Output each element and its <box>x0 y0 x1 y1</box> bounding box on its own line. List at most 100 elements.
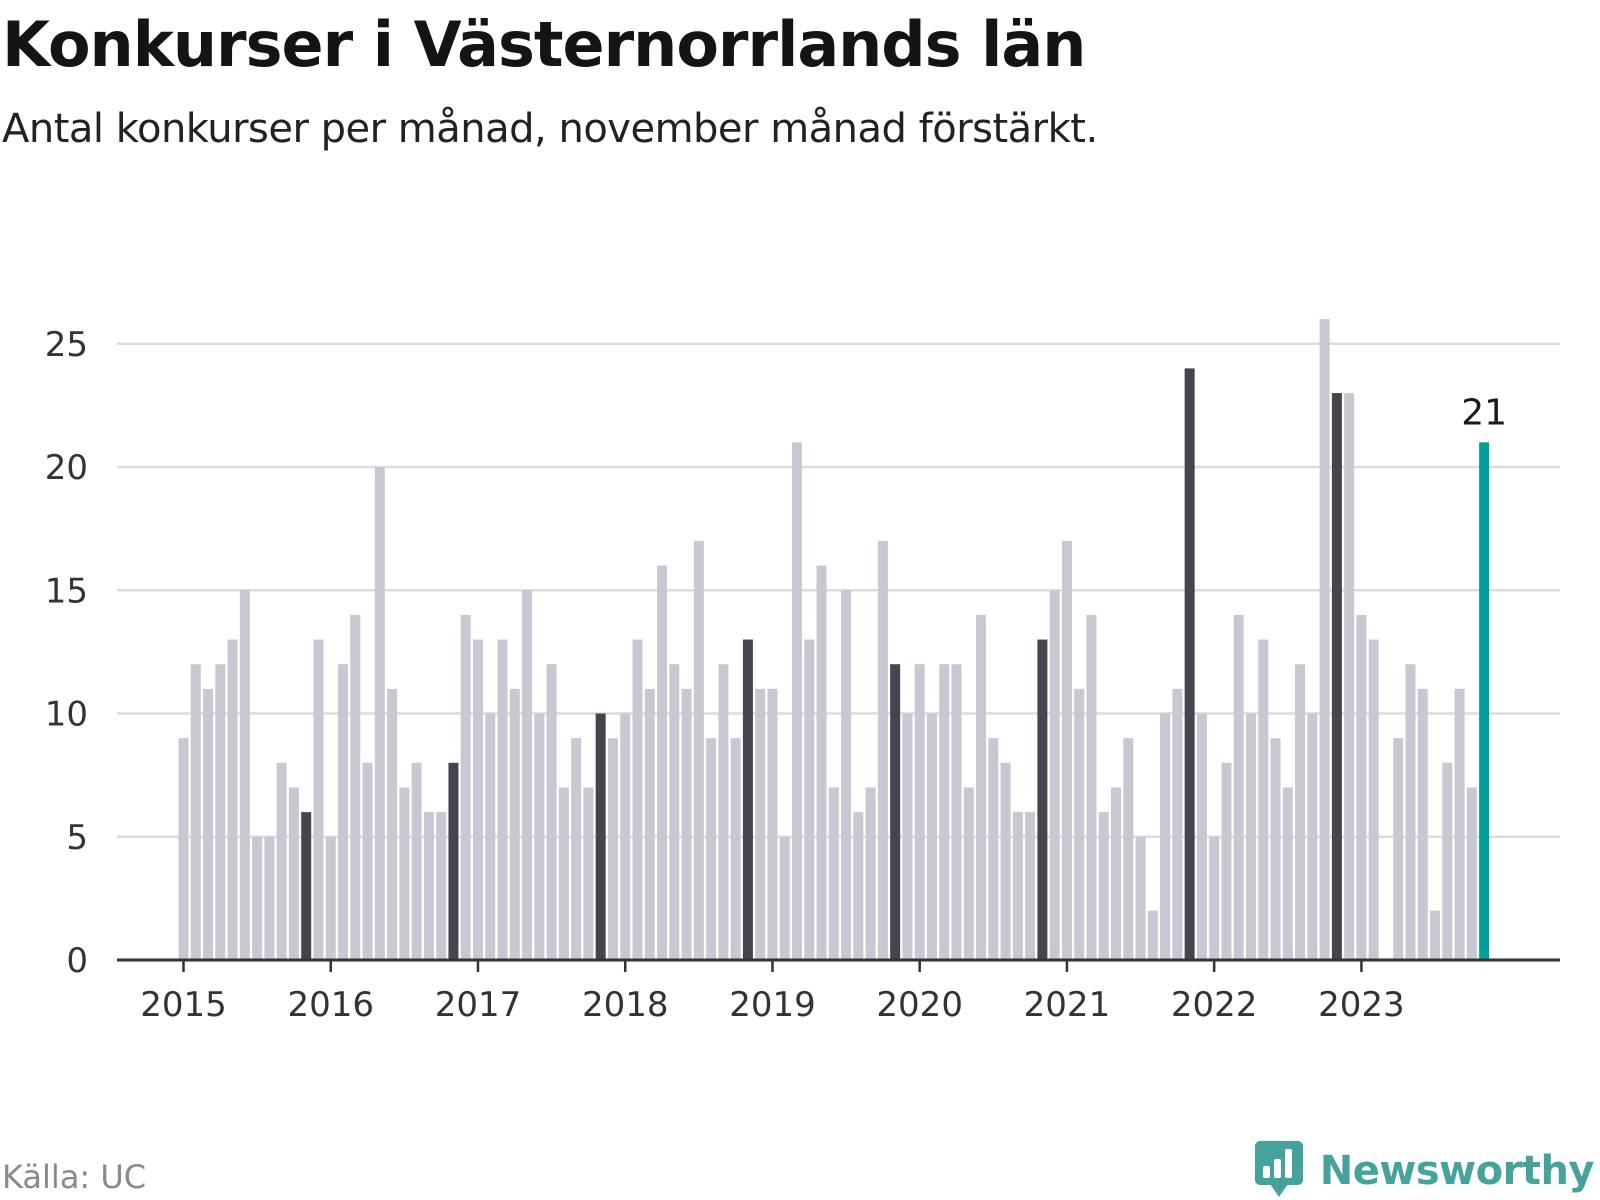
bar <box>1221 762 1232 960</box>
bar <box>865 787 876 960</box>
bar <box>1074 688 1085 960</box>
bar <box>1282 787 1293 960</box>
y-tick-label: 0 <box>66 941 88 981</box>
x-tick-label: 2017 <box>435 985 522 1025</box>
bar-november <box>595 713 606 960</box>
bar <box>926 713 937 960</box>
bar <box>1393 738 1404 960</box>
bar <box>1295 664 1306 960</box>
bar-november <box>301 812 312 960</box>
bar <box>1417 688 1428 960</box>
bar <box>472 639 483 960</box>
bar-november <box>448 762 459 960</box>
bar <box>1086 614 1097 960</box>
bar-november <box>1331 393 1342 960</box>
bar <box>1196 713 1207 960</box>
bar <box>485 713 496 960</box>
bar <box>374 467 385 960</box>
bar <box>767 688 778 960</box>
x-tick-label: 2018 <box>582 985 669 1025</box>
bar <box>902 713 913 960</box>
bar <box>509 688 520 960</box>
bar <box>853 812 864 960</box>
bar <box>914 664 925 960</box>
bar <box>1135 836 1146 960</box>
bar <box>583 787 594 960</box>
x-tick-label: 2022 <box>1171 985 1258 1025</box>
bar <box>239 590 250 960</box>
bar <box>1466 787 1477 960</box>
bar <box>1356 614 1367 960</box>
bar <box>1012 812 1023 960</box>
bar <box>877 540 888 960</box>
bar-november <box>1037 639 1048 960</box>
bar <box>1258 639 1269 960</box>
bar <box>497 639 508 960</box>
chart-title: Konkurser i Västernorrlands län <box>2 8 1086 81</box>
bar <box>546 664 557 960</box>
x-tick-label: 2016 <box>287 985 374 1025</box>
bar <box>828 787 839 960</box>
x-tick-label: 2021 <box>1024 985 1111 1025</box>
bar <box>227 639 238 960</box>
x-tick-label: 2019 <box>729 985 816 1025</box>
bar <box>1344 393 1355 960</box>
bar-november <box>742 639 753 960</box>
bar <box>264 836 275 960</box>
x-tick-label: 2023 <box>1318 985 1405 1025</box>
bar <box>1430 910 1441 960</box>
bar <box>1209 836 1220 960</box>
brand-logo: Newsworthy <box>1254 1140 1595 1200</box>
bar <box>1147 910 1158 960</box>
bar <box>1049 590 1060 960</box>
bar <box>362 762 373 960</box>
bar <box>387 688 398 960</box>
bar <box>436 812 447 960</box>
x-axis-ticks: 2015 2016 2017 2018 2019 2020 2021 2022 2023 <box>140 960 1405 1025</box>
bar <box>1123 738 1134 960</box>
bar <box>1233 614 1244 960</box>
bar <box>693 540 704 960</box>
bar <box>632 639 643 960</box>
data-labels: 21 <box>1461 392 1507 433</box>
bars <box>178 319 1490 961</box>
bar <box>1245 713 1256 960</box>
bar <box>963 787 974 960</box>
y-tick-label: 25 <box>45 325 88 365</box>
bar <box>1307 713 1318 960</box>
bar <box>325 836 336 960</box>
bar <box>792 442 802 961</box>
bar <box>522 590 533 960</box>
bar <box>215 664 226 960</box>
y-tick-label: 15 <box>45 571 88 611</box>
x-tick-label: 2015 <box>140 985 227 1025</box>
bar <box>1160 713 1171 960</box>
y-tick-label: 20 <box>45 448 88 488</box>
bar <box>976 614 987 960</box>
bar <box>534 713 545 960</box>
bar <box>706 738 717 960</box>
bar <box>558 787 569 960</box>
y-tick-label: 5 <box>66 818 88 858</box>
bar <box>252 836 263 960</box>
y-axis-ticks: 0 5 10 15 20 25 <box>45 325 88 981</box>
bar <box>460 614 471 960</box>
bar <box>681 688 692 960</box>
bar <box>657 565 668 960</box>
bar <box>1368 639 1379 960</box>
bar <box>841 590 852 960</box>
bar <box>988 738 999 960</box>
bar <box>1454 688 1465 960</box>
bar <box>399 787 410 960</box>
bar <box>1061 540 1072 960</box>
bar <box>203 688 214 960</box>
bar <box>313 639 324 960</box>
bar <box>1270 738 1281 960</box>
bar <box>178 738 189 960</box>
bar <box>779 836 790 960</box>
bar <box>276 762 287 960</box>
bar <box>1000 762 1011 960</box>
bar-chart-chat-icon <box>1254 1140 1304 1200</box>
bar <box>1172 688 1183 960</box>
bar <box>620 713 631 960</box>
